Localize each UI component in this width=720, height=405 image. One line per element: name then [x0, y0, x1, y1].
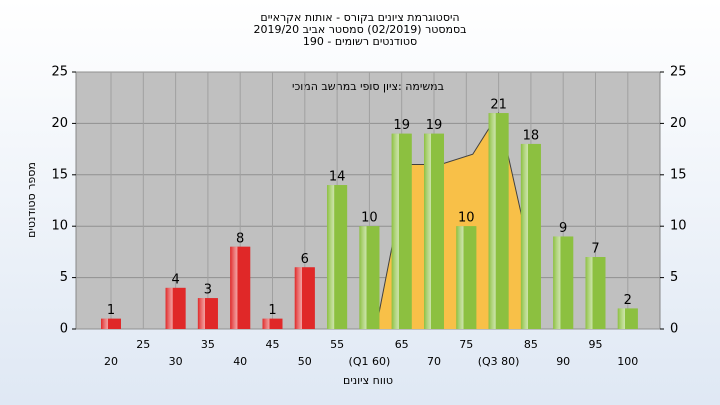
x-tick-label: 20 [104, 355, 118, 368]
bar [262, 318, 283, 329]
bar [520, 143, 541, 329]
value-label: 21 [490, 98, 507, 113]
bar [294, 267, 315, 329]
value-label: 18 [523, 128, 540, 143]
x-tick-label: 85 [524, 338, 538, 351]
value-label: 19 [426, 118, 443, 133]
x-tick-label: (Q1 60) [349, 355, 391, 368]
y2-tick-label: 10 [670, 219, 687, 234]
value-label: 9 [559, 221, 567, 236]
value-label: 3 [204, 283, 212, 298]
bar [488, 113, 509, 330]
x-tick-label: (Q3 80) [478, 355, 520, 368]
value-label: 4 [171, 272, 179, 287]
bar [359, 226, 380, 329]
x-tick-label: 90 [556, 355, 570, 368]
bar [391, 133, 412, 329]
value-label: 6 [301, 252, 309, 267]
value-label: 14 [329, 170, 346, 185]
x-tick-label: 75 [459, 338, 473, 351]
value-label: 7 [591, 242, 599, 257]
chart-subtitle: בסמסטר (02/2019) סמסטר אביב 2019/20 [253, 23, 466, 36]
bar [101, 318, 121, 329]
x-tick-label: 100 [617, 355, 638, 368]
bar [165, 287, 186, 329]
y2-tick-label: 20 [670, 116, 687, 131]
bar [327, 185, 348, 329]
y-tick-label: 25 [51, 65, 68, 80]
x-tick-label: 25 [136, 338, 150, 351]
y-axis-title: מספר סטודנטים [25, 162, 38, 238]
y2-tick-label: 0 [670, 322, 678, 337]
x-tick-label: 35 [201, 338, 215, 351]
x-tick-label: 50 [298, 355, 312, 368]
bar [230, 246, 251, 329]
value-label: 8 [236, 231, 244, 246]
y2-tick-label: 5 [670, 270, 678, 285]
value-label: 19 [393, 118, 410, 133]
y-tick-label: 10 [51, 219, 68, 234]
y-tick-label: 0 [60, 322, 68, 337]
bar [197, 298, 218, 329]
chart-subtitle: סטודנטים רשומים - 190 [303, 35, 417, 48]
value-label: 2 [624, 293, 632, 308]
y-tick-label: 15 [51, 167, 68, 182]
value-label: 1 [107, 303, 115, 318]
x-tick-label: 95 [589, 338, 603, 351]
y-tick-label: 20 [51, 116, 68, 131]
x-axis-title: טווח ציונים [343, 374, 393, 387]
bar [585, 257, 606, 329]
annotation: במשימה :ציון סופי במחשב המוכי [292, 80, 444, 93]
bar [617, 308, 638, 329]
value-label: 1 [268, 303, 276, 318]
value-label: 10 [458, 211, 475, 226]
y2-tick-label: 15 [670, 167, 687, 182]
x-tick-label: 30 [169, 355, 183, 368]
y-tick-label: 5 [60, 270, 68, 285]
value-label: 10 [361, 211, 378, 226]
x-tick-label: 45 [266, 338, 280, 351]
x-tick-label: 70 [427, 355, 441, 368]
chart-title: היסטוגרמת ציונים בקורס - אותות אקראיים [260, 11, 459, 24]
x-tick-label: 55 [330, 338, 344, 351]
bar [424, 133, 444, 329]
x-tick-label: 65 [395, 338, 409, 351]
bar [456, 226, 477, 329]
y2-tick-label: 25 [670, 65, 687, 80]
x-tick-label: 40 [233, 355, 247, 368]
bar [553, 236, 574, 329]
